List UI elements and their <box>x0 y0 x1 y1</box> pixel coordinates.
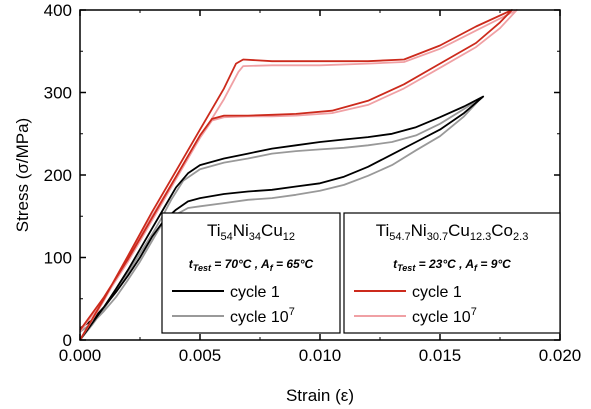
x-tick-label: 0.010 <box>299 346 342 365</box>
legend-box-tinicuco: Ti54.7Ni30.7Cu12.3Co2.3 tTest = 23°C , Af… <box>343 212 561 334</box>
y-tick-label: 100 <box>44 249 72 268</box>
legend-box-tinicu: Ti54Ni34Cu12 tTest = 70°C , Af = 65°C cycl… <box>161 212 341 334</box>
legend-frame <box>343 212 561 334</box>
y-tick-label: 0 <box>63 331 72 350</box>
x-tick-label: 0.000 <box>59 346 102 365</box>
legend-title: Ti54.7Ni30.7Cu12.3Co2.3 <box>376 221 529 243</box>
y-tick-label: 200 <box>44 166 72 185</box>
x-tick-label: 0.005 <box>179 346 222 365</box>
ticks-layer: 0.000 0.005 0.010 0.015 0.020 0 100 200 300 400 <box>44 1 582 365</box>
legend-entry-label: cycle 1 <box>412 284 462 301</box>
series-line-3 <box>79 9 513 341</box>
x-tick-label: 0.020 <box>539 346 582 365</box>
legend-frame <box>161 212 341 334</box>
legend-entry-label: cycle 107 <box>230 306 295 326</box>
x-tick-label: 0.015 <box>419 346 462 365</box>
legend-title: Ti54Ni34Cu12 <box>207 221 295 243</box>
y-tick-label: 300 <box>44 84 72 103</box>
legend-condition: tTest = 23°C , Af = 9°C <box>393 257 511 273</box>
y-axis-title: Stress (σ/MPa) <box>13 118 32 232</box>
legend-condition: tTest = 70°C , Af = 65°C <box>189 257 314 273</box>
y-tick-label: 400 <box>44 1 72 20</box>
x-axis-title: Strain (ε) <box>286 386 354 405</box>
legend-entry-label: cycle 107 <box>412 306 477 326</box>
legend-entry-label: cycle 1 <box>230 284 280 301</box>
